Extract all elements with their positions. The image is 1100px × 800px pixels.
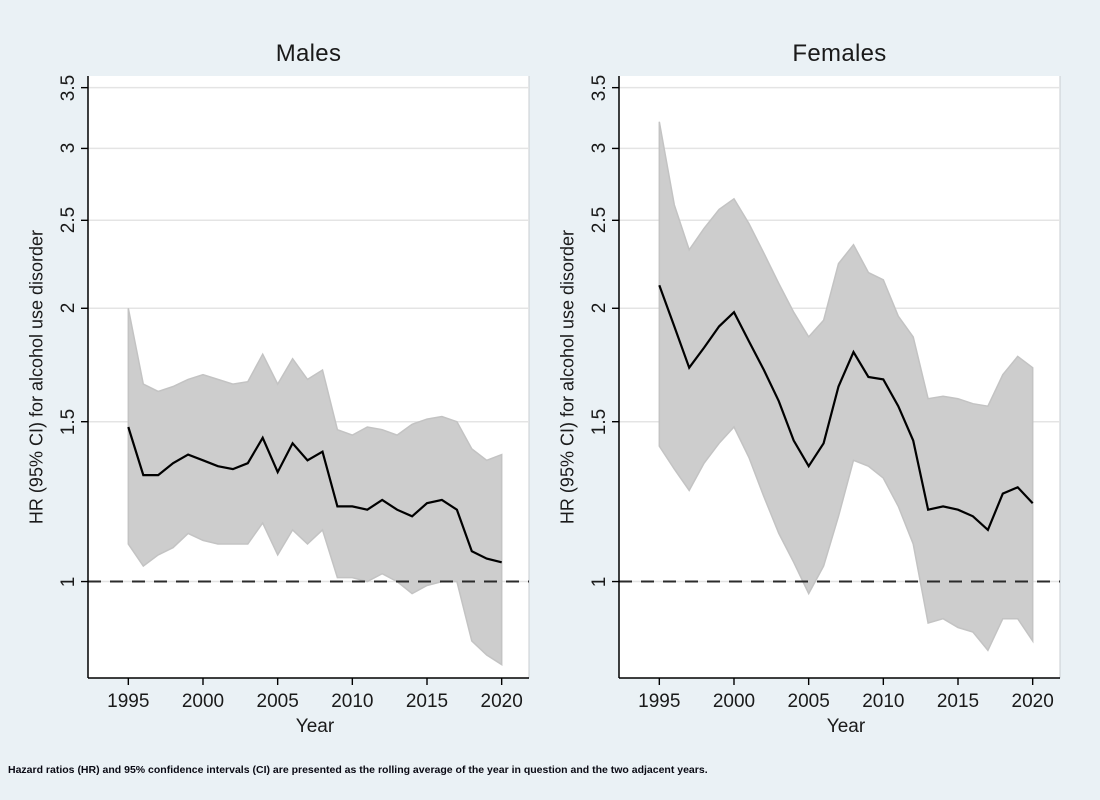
y-tick-label-females: 1.5 xyxy=(589,408,610,435)
x-tick-label-females: 1995 xyxy=(638,691,681,712)
x-tick-label-females: 2015 xyxy=(936,691,980,712)
ci-band-males xyxy=(127,308,503,666)
x-tick-label-males: 2015 xyxy=(405,691,449,712)
y-axis-label-males: HR (95% CI) for alcohol use disorder xyxy=(26,229,47,525)
x-tick-label-females: 2020 xyxy=(1011,691,1054,712)
panel-title-females: Females xyxy=(792,40,887,67)
y-tick-label-females: 2 xyxy=(589,302,610,314)
x-axis-label-males: Year xyxy=(295,716,335,737)
x-tick-label-males: 2010 xyxy=(331,691,374,712)
hr-line-females xyxy=(658,284,1034,532)
y-tick-label-males: 2.5 xyxy=(58,207,79,234)
footnote: Hazard ratios (HR) and 95% confidence in… xyxy=(8,764,708,776)
x-axis-label-females: Year xyxy=(826,716,866,737)
x-tick-label-females: 2000 xyxy=(712,691,756,712)
x-tick-label-males: 2005 xyxy=(256,691,299,712)
ci-band-females xyxy=(658,121,1034,652)
y-tick-label-males: 1 xyxy=(58,576,79,587)
hr-line-males xyxy=(127,426,502,564)
x-tick-label-females: 2005 xyxy=(787,691,830,712)
y-tick-label-females: 1 xyxy=(589,576,610,587)
y-axis-label-females: HR (95% CI) for alcohol use disorder xyxy=(557,229,578,525)
y-tick-label-females: 3.5 xyxy=(589,74,610,101)
y-tick-label-females: 2.5 xyxy=(589,207,610,234)
y-tick-label-males: 3 xyxy=(58,143,79,154)
x-tick-label-females: 2010 xyxy=(862,691,905,712)
y-tick-label-males: 3.5 xyxy=(58,74,79,101)
x-tick-label-males: 2000 xyxy=(181,691,225,712)
chart-canvas xyxy=(81,76,1061,685)
panel-title-males: Males xyxy=(275,40,342,67)
y-tick-label-males: 2 xyxy=(58,302,79,314)
x-tick-label-males: 1995 xyxy=(107,691,150,712)
y-tick-label-males: 1.5 xyxy=(58,408,79,435)
y-tick-label-females: 3 xyxy=(589,143,610,154)
x-tick-label-males: 2020 xyxy=(480,691,523,712)
